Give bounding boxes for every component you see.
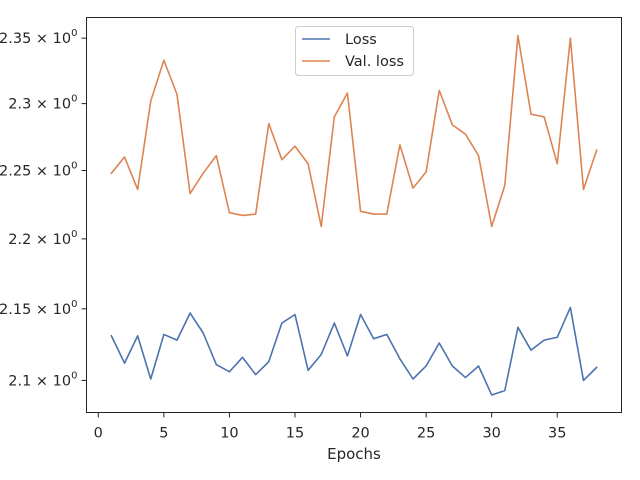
series-line-loss — [110, 306, 598, 396]
y-tick-label: 2.3 × 100 — [8, 94, 77, 113]
x-tick-label: 5 — [159, 426, 168, 442]
x-tick-label: 0 — [94, 426, 103, 442]
x-tick-label: 20 — [351, 426, 369, 442]
legend-label: Val. loss — [345, 54, 404, 70]
x-axis-title: Epochs — [327, 445, 381, 463]
x-tick-label: 15 — [286, 426, 304, 442]
y-tick-label: 2.35 × 100 — [0, 28, 78, 47]
x-axis: 0 5 10 15 20 25 30 35 — [94, 412, 566, 442]
x-tick-label: 25 — [417, 426, 435, 442]
legend: Loss Val. loss — [295, 26, 414, 76]
x-tick-label: 35 — [548, 426, 566, 442]
y-tick-label: 2.25 × 100 — [0, 160, 78, 179]
series-line-val-loss — [110, 34, 598, 228]
y-tick-label: 2.15 × 100 — [0, 299, 78, 318]
series-layer — [110, 34, 598, 396]
y-tick-label: 2.1 × 100 — [8, 370, 77, 389]
plot-area — [86, 17, 622, 413]
x-tick-label: 30 — [482, 426, 500, 442]
x-tick-label: 10 — [220, 426, 238, 442]
y-axis: 2.1 × 100 2.15 × 100 2.2 × 100 2.25 × 100 2.… — [0, 28, 87, 389]
legend-label: Loss — [345, 32, 377, 48]
y-tick-label: 2.2 × 100 — [8, 229, 77, 248]
